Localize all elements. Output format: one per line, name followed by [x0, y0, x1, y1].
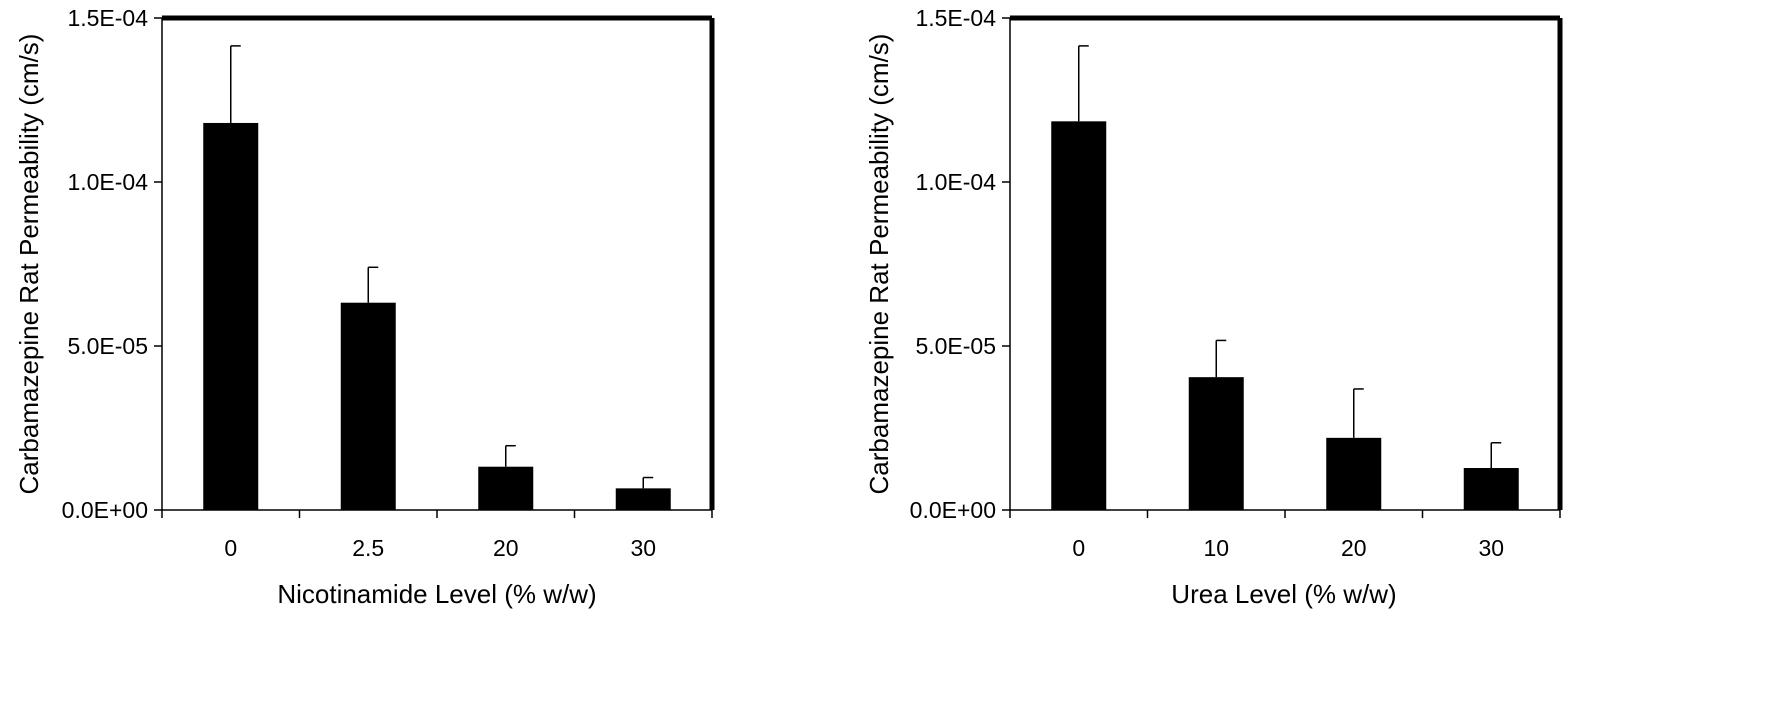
x-tick-label: 2.5	[352, 535, 384, 561]
x-tick-label: 20	[493, 535, 519, 561]
bar	[340, 302, 396, 510]
x-tick-label: 0	[224, 535, 237, 561]
bar	[478, 466, 534, 510]
x-axis-title: Urea Level (% w/w)	[1171, 579, 1396, 609]
chart-urea: Carbamazepine Rat Permeability (cm/s) Ur…	[864, 5, 1563, 609]
bar	[203, 122, 259, 511]
y-tick-label: 0.0E+00	[62, 497, 148, 523]
y-tick-label: 1.5E-04	[915, 5, 996, 31]
y-tick-label: 0.0E+00	[910, 497, 996, 523]
y-tick-label: 1.5E-04	[67, 5, 148, 31]
y-axis-title: Carbamazepine Rat Permeability (cm/s)	[864, 34, 894, 495]
x-tick-label: 30	[1478, 535, 1504, 561]
x-tick-label: 0	[1072, 535, 1085, 561]
bar	[1463, 468, 1519, 510]
chart-nicotinamide: Carbamazepine Rat Permeability (cm/s) Ni…	[14, 5, 715, 609]
bar	[615, 488, 671, 510]
bar	[1051, 121, 1107, 510]
x-axis-title: Nicotinamide Level (% w/w)	[277, 579, 596, 609]
x-tick-label: 20	[1341, 535, 1367, 561]
y-tick-label: 5.0E-05	[915, 333, 996, 359]
y-tick-label: 1.0E-04	[67, 169, 148, 195]
y-axis-title: Carbamazepine Rat Permeability (cm/s)	[14, 34, 44, 495]
y-tick-label: 1.0E-04	[915, 169, 996, 195]
x-tick-label: 10	[1203, 535, 1229, 561]
bar	[1326, 437, 1382, 510]
bar	[1188, 377, 1244, 510]
y-tick-label: 5.0E-05	[67, 333, 148, 359]
x-tick-label: 30	[630, 535, 656, 561]
